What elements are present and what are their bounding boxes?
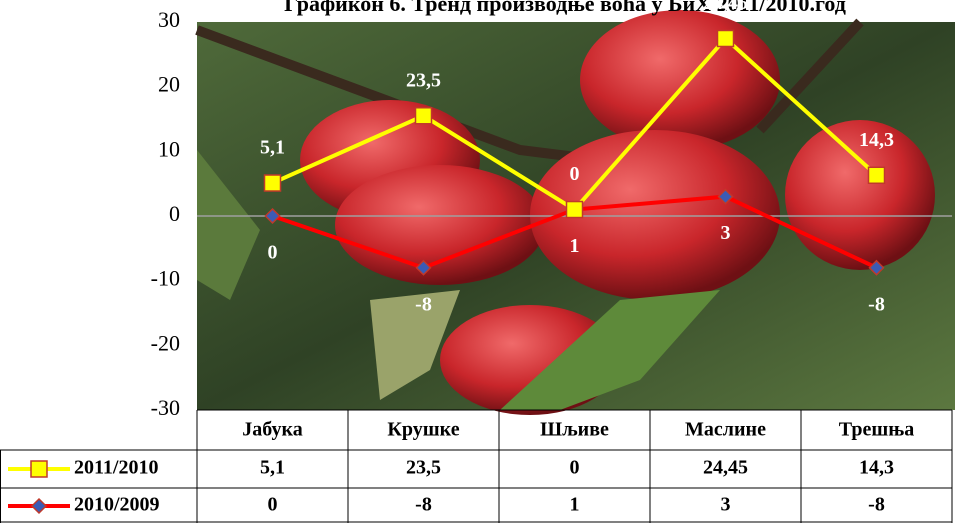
data-label: -8 bbox=[415, 293, 432, 315]
marker bbox=[717, 188, 734, 205]
data-label: 14,3 bbox=[859, 129, 894, 151]
y-tick-label: -30 bbox=[151, 395, 180, 420]
marker bbox=[415, 259, 432, 276]
table-cell: 14,3 bbox=[859, 457, 894, 479]
chart-title: Графикон 6. Тренд производње воћа у БиХ … bbox=[284, 0, 846, 16]
y-tick-label: 0 bbox=[169, 201, 180, 226]
x-tick-label: Крушке bbox=[387, 419, 459, 441]
table-cell: 23,5 bbox=[406, 457, 441, 479]
table-cell: 3 bbox=[721, 494, 731, 516]
data-table bbox=[0, 409, 953, 523]
data-label: 0 bbox=[570, 163, 580, 185]
y-tick-label: -20 bbox=[151, 330, 180, 355]
table-cell: 24,45 bbox=[703, 457, 748, 479]
marker bbox=[264, 207, 281, 225]
legend-marker bbox=[30, 497, 48, 515]
data-label: 24,45 bbox=[703, 0, 748, 14]
marker bbox=[716, 29, 735, 48]
data-label: -8 bbox=[868, 293, 885, 315]
y-tick-label: 30 bbox=[158, 7, 180, 32]
data-label: 23,5 bbox=[406, 69, 441, 91]
y-tick-label: 10 bbox=[158, 136, 180, 161]
x-tick-label: Маслине bbox=[685, 419, 766, 441]
legend-label: 2010/2009 bbox=[74, 494, 160, 516]
legend-marker bbox=[30, 460, 48, 478]
table-cell: 0 bbox=[570, 457, 580, 479]
data-label: 5,1 bbox=[260, 137, 285, 159]
table-cell: 0 bbox=[268, 494, 278, 516]
data-label: 3 bbox=[721, 222, 731, 244]
data-label: 0 bbox=[268, 242, 278, 264]
table-cell: -8 bbox=[415, 494, 432, 516]
legend-label: 2011/2010 bbox=[74, 457, 158, 479]
marker bbox=[414, 107, 433, 125]
x-tick-label: Шљиве bbox=[540, 419, 609, 441]
marker bbox=[263, 174, 282, 192]
table-cell: 5,1 bbox=[260, 457, 285, 479]
table-cell: -8 bbox=[868, 494, 885, 516]
marker bbox=[565, 200, 584, 219]
marker bbox=[867, 166, 886, 185]
y-tick-label: 20 bbox=[158, 72, 180, 97]
y-tick-label: -10 bbox=[151, 266, 180, 291]
x-tick-label: Трешња bbox=[839, 419, 914, 441]
table-cell: 1 bbox=[570, 494, 580, 516]
x-tick-label: Јабука bbox=[242, 419, 302, 441]
data-label: 1 bbox=[570, 235, 580, 257]
marker bbox=[868, 259, 885, 276]
